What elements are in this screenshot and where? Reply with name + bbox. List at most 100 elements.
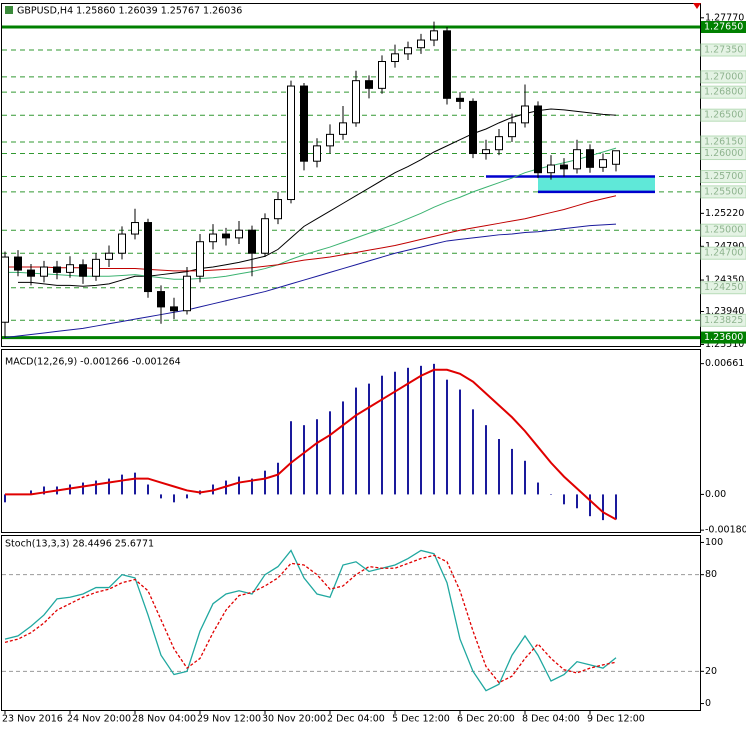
level-label-box xyxy=(700,281,746,295)
candle-body xyxy=(469,100,477,155)
candle-body xyxy=(352,80,360,124)
level-label-box xyxy=(701,331,746,344)
candle-body xyxy=(508,122,516,138)
level-label-box xyxy=(700,170,746,184)
candle-body xyxy=(79,264,87,277)
level-label: 1.25700 xyxy=(704,171,743,182)
indicator-line xyxy=(18,108,617,287)
candle-body xyxy=(521,105,529,124)
candle-body xyxy=(131,222,139,235)
x-tick-label: 30 Nov 20:00 xyxy=(262,714,326,725)
candle-body xyxy=(547,164,555,174)
level-label: 1.26000 xyxy=(704,148,743,159)
candle-body xyxy=(586,149,594,168)
candle-body xyxy=(92,258,100,277)
candle-body xyxy=(170,306,178,312)
candle-body xyxy=(612,150,620,165)
macd-bar xyxy=(329,411,331,495)
y-tick-label: -0.001806 xyxy=(705,525,746,536)
candle-body xyxy=(118,233,126,254)
macd-bar xyxy=(524,460,526,495)
level-label: 1.27350 xyxy=(704,45,743,56)
macd-bar xyxy=(108,478,110,495)
level-label-box xyxy=(700,313,746,327)
x-tick-label: 23 Nov 2016 xyxy=(2,714,63,725)
level-label: 1.25000 xyxy=(704,225,743,236)
y-tick-label: 1.24790 xyxy=(705,241,744,252)
candle-body xyxy=(66,264,74,273)
macd-bar xyxy=(407,367,409,495)
candle-body xyxy=(391,53,399,63)
y-tick-label: 1.23510 xyxy=(705,339,744,350)
level-label: 1.26500 xyxy=(704,110,743,121)
y-tick-label: 80 xyxy=(705,569,717,580)
macd-bar xyxy=(498,439,500,495)
x-tick-label: 6 Dec 20:00 xyxy=(457,714,515,725)
level-label-box xyxy=(700,147,746,161)
symbol-icon xyxy=(5,6,13,14)
chart-title: GBPUSD,H4 1.25860 1.26039 1.25767 1.2603… xyxy=(17,6,242,17)
level-label: 1.24250 xyxy=(704,282,743,293)
level-label: 1.27650 xyxy=(704,22,743,33)
candle-body xyxy=(599,159,607,168)
candle-body xyxy=(560,164,568,170)
macd-bar xyxy=(303,425,305,495)
x-tick-label: 28 Nov 04:00 xyxy=(132,714,196,725)
macd-bar xyxy=(602,494,604,521)
candle-body xyxy=(105,252,113,260)
candle-body xyxy=(222,233,230,239)
candle-body xyxy=(274,199,282,220)
macd-bar xyxy=(82,482,84,495)
candle-body xyxy=(1,256,9,323)
macd-bar xyxy=(394,371,396,495)
macd-bar xyxy=(576,494,578,509)
level-label: 1.24700 xyxy=(704,248,743,259)
candle-body xyxy=(443,30,451,99)
level-label-box xyxy=(700,70,746,84)
macd-bar xyxy=(420,365,422,495)
macd-panel xyxy=(1,349,701,533)
indicator-line xyxy=(5,195,617,272)
macd-bar xyxy=(485,425,487,495)
macd-bar xyxy=(511,448,513,495)
macd-bar xyxy=(121,474,123,495)
macd-bar xyxy=(238,476,240,495)
level-label-box xyxy=(700,185,746,199)
x-tick-label: 9 Dec 12:00 xyxy=(587,714,645,725)
candle-body xyxy=(196,241,204,277)
macd-bar xyxy=(173,494,175,503)
macd-bar xyxy=(264,470,266,495)
stoch-title: Stoch(13,3,3) 28.4496 25.6771 xyxy=(5,539,154,550)
macd-bar xyxy=(563,494,565,505)
y-tick-label: 1.25220 xyxy=(705,208,744,219)
candle-body xyxy=(339,122,347,135)
macd-bar xyxy=(446,379,448,495)
y-tick-label: 0 xyxy=(705,698,711,709)
candle-body xyxy=(287,85,295,201)
candle-body xyxy=(183,275,191,312)
level-label-box xyxy=(700,223,746,237)
candle-body xyxy=(456,97,464,102)
shift-marker xyxy=(693,3,701,9)
candle-body xyxy=(573,149,581,170)
x-tick-label: 2 Dec 04:00 xyxy=(327,714,385,725)
macd-bar xyxy=(316,419,318,495)
level-label-box xyxy=(700,108,746,122)
macd-bar xyxy=(368,383,370,495)
indicator-line xyxy=(5,368,617,521)
candle-body xyxy=(365,80,373,89)
macd-bar xyxy=(472,409,474,495)
macd-bar xyxy=(186,494,188,499)
y-tick-label: 100 xyxy=(705,537,723,548)
stoch-panel xyxy=(1,535,701,711)
candle-body xyxy=(404,47,412,55)
plot-layer: 1.27770 1.25220 1.24790 1.24350 1.23940 1.235… xyxy=(1,12,746,725)
macd-bar xyxy=(381,375,383,495)
macd-bar xyxy=(589,494,591,517)
candle-body xyxy=(261,218,269,254)
x-tick-label: 8 Dec 04:00 xyxy=(522,714,580,725)
macd-bar xyxy=(43,486,45,495)
candle-body xyxy=(144,222,152,293)
candle-body xyxy=(495,136,503,151)
macd-bar xyxy=(550,494,552,495)
